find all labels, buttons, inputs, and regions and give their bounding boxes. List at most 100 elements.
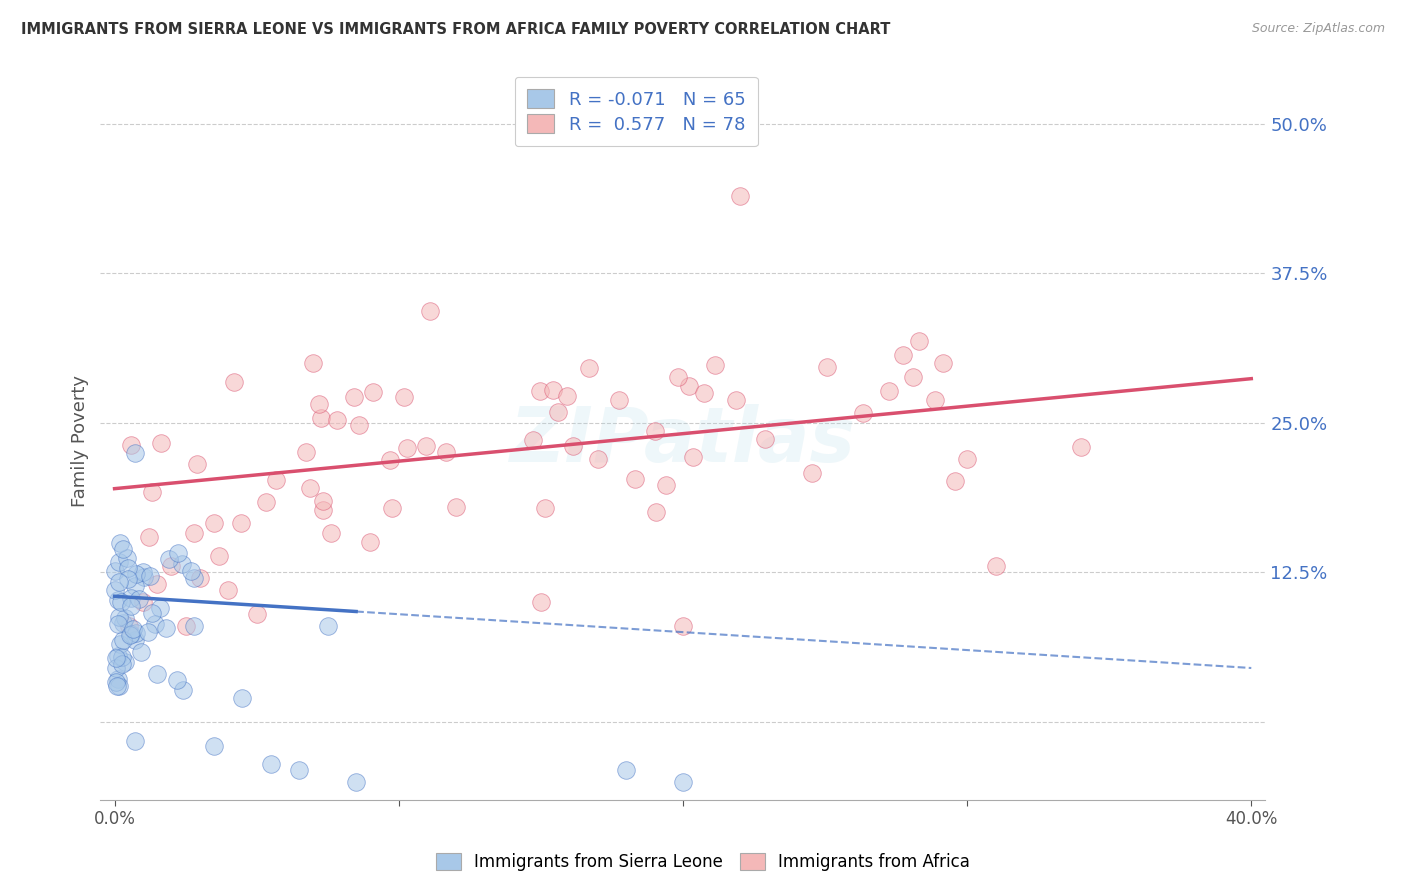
Point [186, 458, 208, 472]
Point [229, 516, 252, 530]
Point [419, 304, 441, 318]
Point [396, 441, 419, 455]
Point [131, 565, 153, 579]
Y-axis label: Family Poverty: Family Poverty [72, 375, 89, 507]
Point [725, 392, 748, 407]
Point [394, 390, 416, 404]
Point [111, 657, 134, 671]
Point [672, 619, 695, 633]
Point [188, 571, 211, 585]
Point [312, 494, 335, 508]
Point [434, 444, 457, 458]
Point [124, 632, 146, 647]
Point [107, 617, 129, 632]
Point [541, 383, 564, 397]
Point [172, 558, 194, 572]
Point [117, 560, 139, 574]
Point [114, 611, 136, 625]
Point [903, 370, 925, 384]
Point [121, 627, 143, 641]
Point [344, 774, 367, 789]
Point [614, 763, 637, 777]
Legend: Immigrants from Sierra Leone, Immigrants from Africa: Immigrants from Sierra Leone, Immigrants… [427, 845, 979, 880]
Point [107, 649, 129, 664]
Point [644, 505, 666, 519]
Point [877, 384, 900, 398]
Point [852, 407, 875, 421]
Point [124, 734, 146, 748]
Point [295, 444, 318, 458]
Point [644, 425, 666, 439]
Point [956, 451, 979, 466]
Point [260, 756, 283, 771]
Point [108, 679, 131, 693]
Point [208, 549, 231, 563]
Point [907, 334, 929, 348]
Point [160, 559, 183, 574]
Point [117, 572, 139, 586]
Point [254, 494, 277, 508]
Point [146, 577, 169, 591]
Point [754, 432, 776, 446]
Point [104, 651, 127, 665]
Point [183, 619, 205, 633]
Point [107, 672, 129, 686]
Point [378, 452, 401, 467]
Point [325, 413, 347, 427]
Point [121, 438, 143, 452]
Point [654, 478, 676, 492]
Point [693, 386, 716, 401]
Point [111, 615, 134, 630]
Text: IMMIGRANTS FROM SIERRA LEONE VS IMMIGRANTS FROM AFRICA FAMILY POVERTY CORRELATIO: IMMIGRANTS FROM SIERRA LEONE VS IMMIGRAN… [21, 22, 890, 37]
Point [124, 579, 146, 593]
Point [359, 535, 381, 549]
Point [110, 595, 132, 609]
Point [924, 392, 946, 407]
Point [108, 555, 131, 569]
Point [932, 356, 955, 370]
Point [678, 379, 700, 393]
Point [167, 546, 190, 560]
Point [682, 450, 704, 464]
Point [143, 617, 166, 632]
Point [104, 661, 127, 675]
Point [343, 390, 366, 404]
Point [108, 610, 131, 624]
Point [114, 656, 136, 670]
Point [561, 439, 583, 453]
Point [141, 607, 163, 621]
Point [298, 481, 321, 495]
Point [312, 503, 335, 517]
Point [444, 500, 467, 514]
Point [547, 405, 569, 419]
Point [124, 446, 146, 460]
Point [984, 559, 1007, 574]
Point [118, 619, 141, 633]
Point [302, 356, 325, 370]
Point [180, 564, 202, 578]
Point [246, 607, 269, 622]
Point [125, 626, 148, 640]
Point [308, 397, 330, 411]
Point [288, 763, 311, 777]
Point [125, 567, 148, 582]
Point [108, 535, 131, 549]
Point [361, 385, 384, 400]
Point [224, 376, 246, 390]
Point [150, 435, 173, 450]
Point [586, 451, 609, 466]
Text: Source: ZipAtlas.com: Source: ZipAtlas.com [1251, 22, 1385, 36]
Point [155, 621, 177, 635]
Point [112, 541, 135, 556]
Point [149, 600, 172, 615]
Point [183, 525, 205, 540]
Point [316, 619, 339, 633]
Point [231, 690, 253, 705]
Point [134, 570, 156, 584]
Point [104, 565, 127, 579]
Point [138, 624, 160, 639]
Point [157, 551, 180, 566]
Point [105, 675, 128, 690]
Point [128, 592, 150, 607]
Point [121, 622, 143, 636]
